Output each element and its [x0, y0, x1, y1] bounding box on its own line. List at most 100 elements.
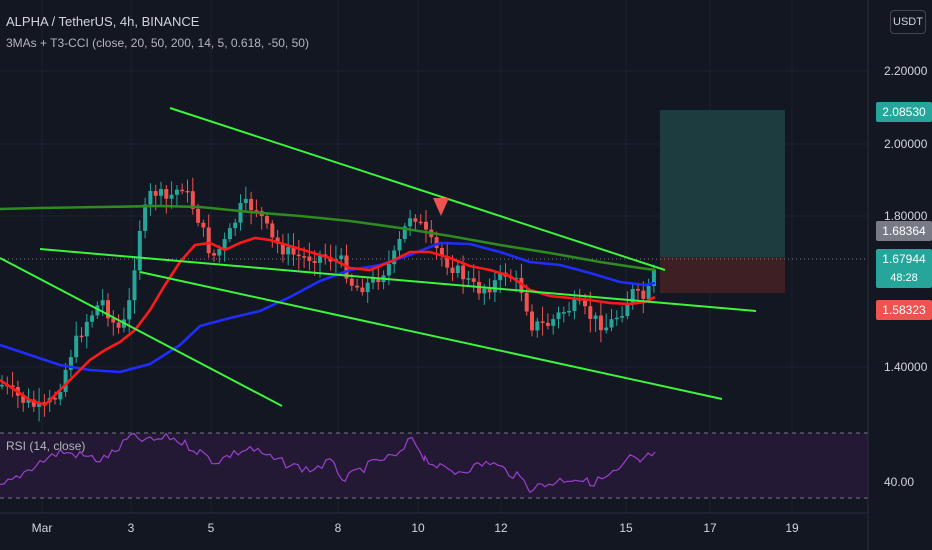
candle-body — [355, 285, 360, 288]
candle-body — [349, 278, 354, 286]
rsi-tick-label: 40.00 — [884, 475, 915, 489]
candle-body — [424, 221, 428, 230]
candle-body — [26, 399, 31, 403]
candlestick-series — [0, 177, 656, 422]
candle-body — [127, 300, 132, 320]
candle-body — [386, 264, 391, 276]
candle-body — [604, 327, 609, 331]
candle-body — [312, 260, 317, 263]
candle-body — [206, 227, 211, 254]
current-price-tag: 1.67944 — [876, 249, 932, 269]
candle-body — [243, 198, 248, 204]
candle-body — [296, 254, 301, 257]
time-tick-label: 8 — [335, 521, 342, 535]
candle-body — [535, 321, 540, 331]
candle-body — [561, 312, 566, 314]
candle-body — [280, 243, 285, 255]
candle-body — [588, 306, 593, 319]
time-axis[interactable]: Mar 3 5 8 10 12 15 17 19 — [32, 521, 799, 535]
candle-body — [63, 369, 68, 392]
candle-body — [482, 288, 487, 294]
candle-body — [180, 189, 185, 192]
time-tick-label: 19 — [785, 521, 799, 535]
candle-body — [376, 278, 381, 283]
candle-body — [540, 321, 545, 323]
candle-body — [524, 292, 529, 312]
candle-body — [492, 280, 497, 293]
price-tick-label: 1.40000 — [884, 360, 928, 374]
candle-body — [402, 226, 407, 240]
candle-body — [487, 288, 492, 293]
candle-body — [159, 189, 163, 196]
candle-body — [21, 395, 26, 403]
time-tick-label: 12 — [494, 521, 508, 535]
candle-body — [445, 256, 450, 268]
candle-body — [95, 305, 100, 316]
candle-body — [42, 402, 47, 404]
steep-trendline[interactable] — [0, 257, 283, 407]
candle-body — [434, 237, 439, 249]
candle-body — [201, 222, 206, 228]
candle-body — [583, 300, 587, 307]
time-tick-label: 5 — [208, 521, 215, 535]
candle-body — [106, 300, 110, 319]
upper-trendline[interactable] — [169, 107, 666, 271]
candle-body — [530, 311, 534, 331]
candle-body — [291, 247, 296, 255]
price-tick-label: 2.00000 — [884, 137, 928, 151]
candle-body — [302, 256, 307, 258]
candle-body — [249, 198, 254, 211]
candle-body — [609, 319, 614, 328]
candle-body — [636, 288, 640, 291]
ma-20-line — [0, 236, 656, 407]
candle-body — [397, 239, 402, 251]
stop-price-tag: 1.58323 — [876, 300, 932, 320]
rsi-label[interactable]: RSI (14, close) — [6, 439, 86, 453]
candle-body — [614, 317, 619, 320]
currency-button[interactable]: USDT — [890, 10, 926, 34]
candle-body — [90, 315, 95, 322]
candle-body — [153, 190, 158, 196]
candle-body — [238, 203, 243, 223]
candle-body — [132, 270, 137, 301]
candle-body — [79, 335, 84, 338]
candle-body — [392, 250, 397, 265]
target-price-tag: 2.08530 — [876, 102, 932, 122]
candle-body — [111, 318, 116, 323]
countdown-tag: 48:28 — [876, 268, 932, 288]
price-axis[interactable]: 2.20000 2.00000 1.80000 1.40000 — [884, 64, 928, 374]
candle-body — [439, 248, 444, 257]
trendlines[interactable] — [0, 107, 757, 407]
long-target-zone[interactable] — [660, 110, 785, 257]
candle-body — [74, 335, 79, 358]
candle-body — [498, 272, 503, 281]
candle-body — [58, 391, 63, 400]
candle-body — [275, 237, 280, 244]
symbol-title[interactable]: ALPHA / TetherUS, 4h, BINANCE — [6, 14, 200, 29]
candle-body — [185, 190, 190, 193]
candle-body — [265, 216, 269, 224]
time-tick-label: 10 — [411, 521, 425, 535]
price-tick-label: 2.20000 — [884, 64, 928, 78]
candle-body — [371, 278, 375, 283]
resistance-line[interactable] — [39, 248, 757, 312]
candle-body — [545, 322, 550, 326]
candle-body — [164, 189, 169, 199]
candle-body — [190, 191, 195, 209]
ma-200-line — [0, 204, 656, 272]
candle-body — [418, 221, 423, 224]
indicator-label[interactable]: 3MAs + T3-CCI (close, 20, 50, 200, 14, 5… — [6, 36, 309, 50]
candle-body — [68, 357, 73, 370]
candle-body — [620, 316, 625, 318]
candle-body — [625, 302, 630, 317]
candle-body — [651, 269, 656, 287]
candle-body — [233, 222, 238, 229]
candle-body — [227, 228, 232, 240]
candle-body — [318, 254, 322, 263]
candle-body — [143, 204, 148, 232]
candle-body — [307, 256, 312, 261]
lower-channel-line[interactable] — [139, 271, 723, 400]
long-stop-zone[interactable] — [660, 257, 785, 293]
candle-body — [84, 321, 89, 337]
